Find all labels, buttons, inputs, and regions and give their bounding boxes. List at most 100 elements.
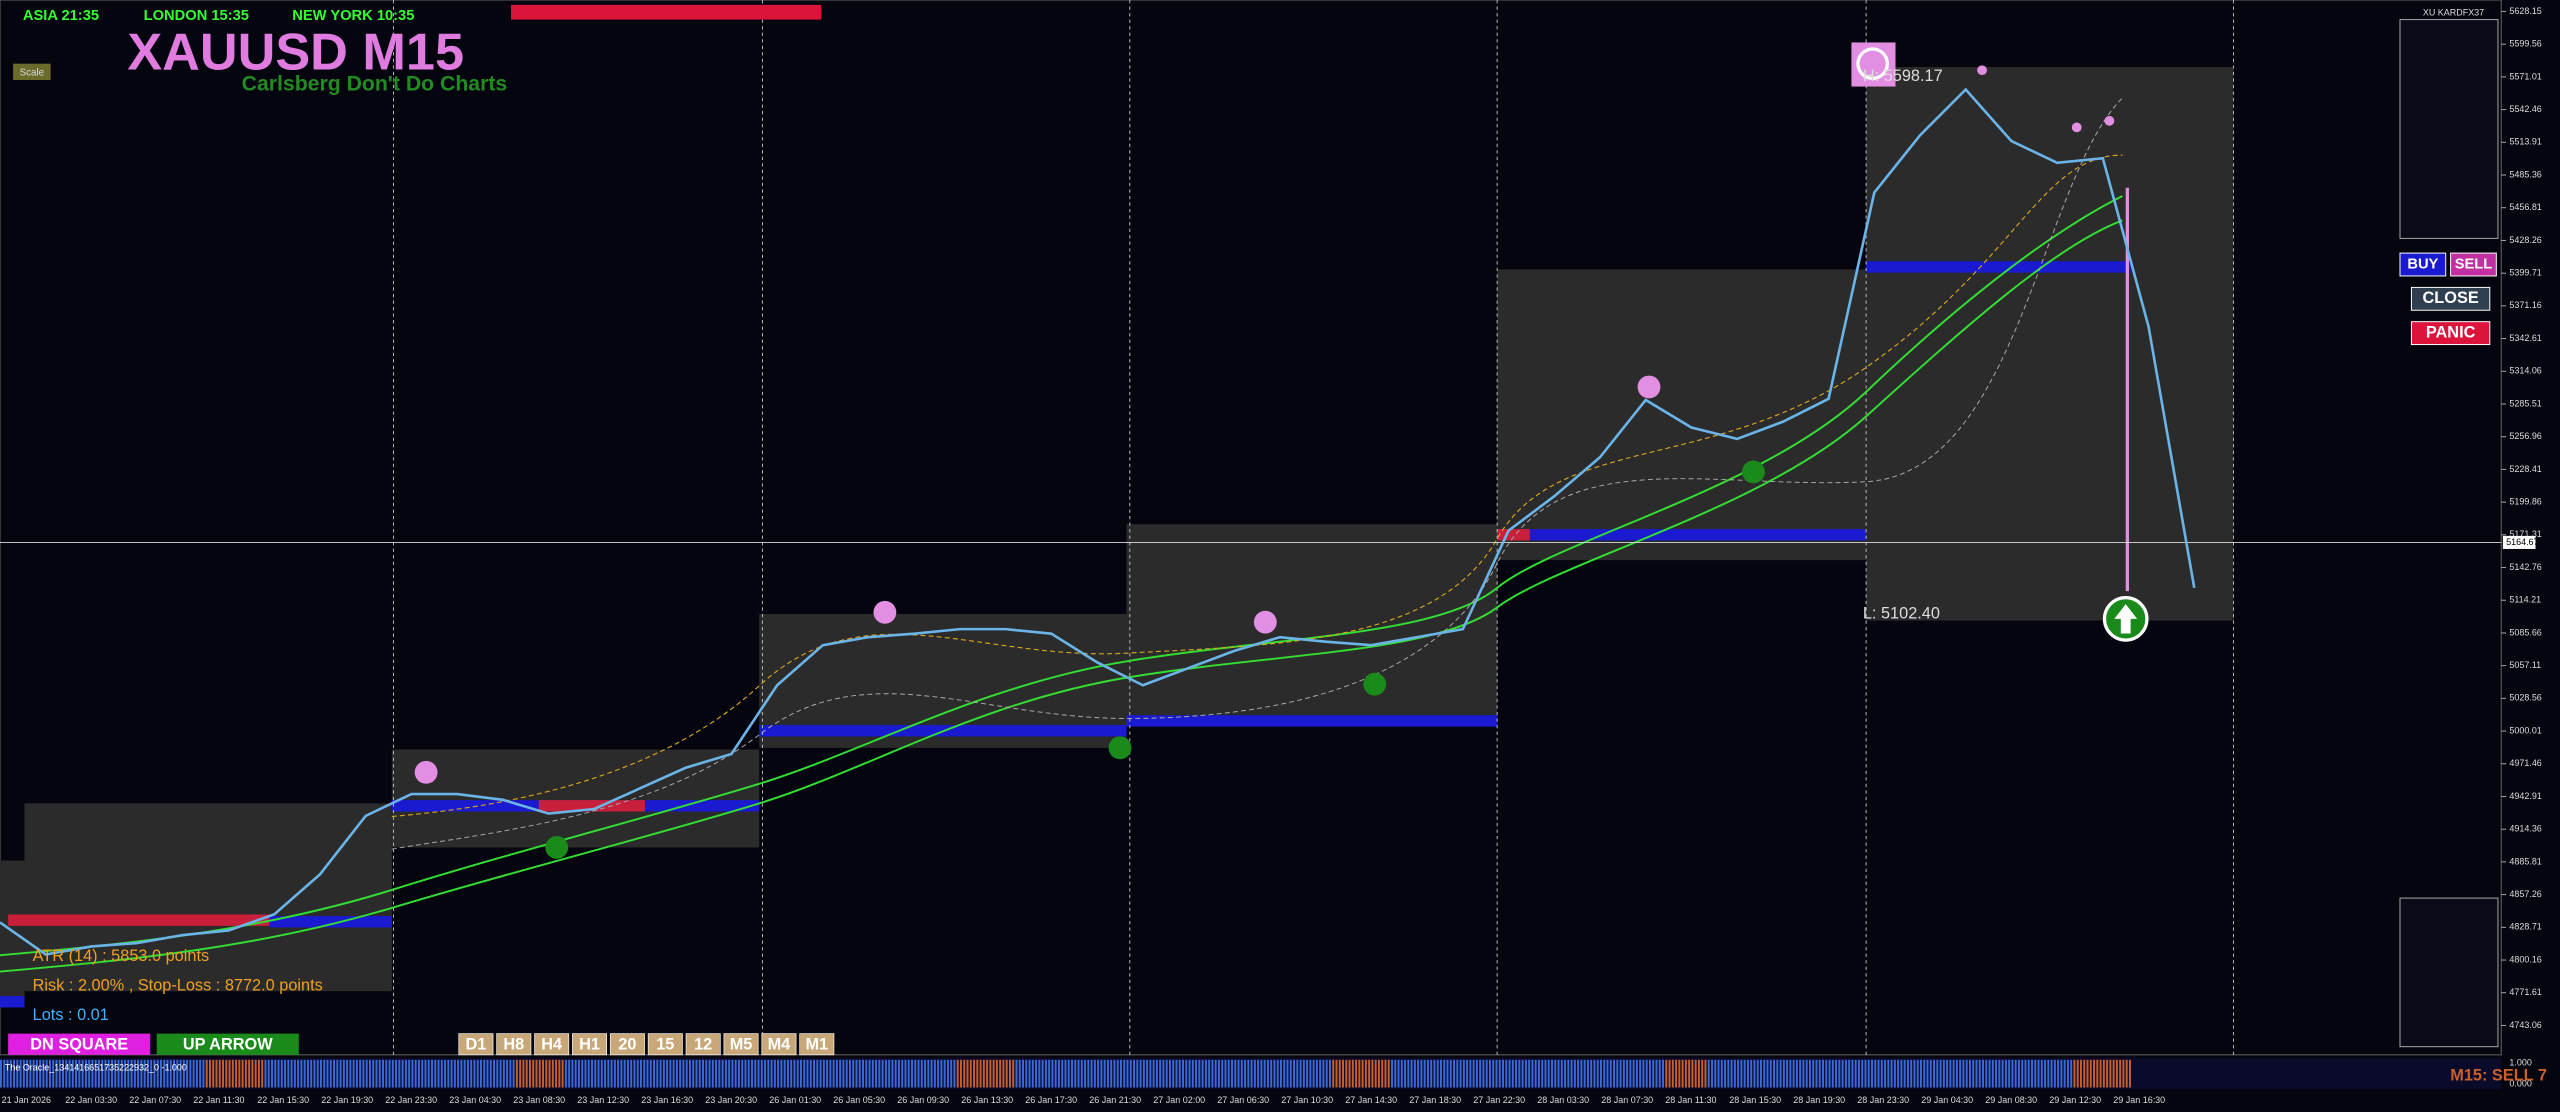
dn-square-button[interactable] <box>8 1033 151 1055</box>
oscillator-stripe <box>1035 1059 1038 1088</box>
spread-bar <box>511 4 822 20</box>
pink-marker <box>2104 115 2115 126</box>
timeframe-button[interactable] <box>534 1033 570 1056</box>
oscillator-stripe <box>1498 1059 1501 1088</box>
panic-button-label[interactable]: PANIC <box>2426 323 2476 341</box>
chart-subtitle: Carlsberg Don't Do Charts <box>242 73 508 96</box>
oscillator-stripe <box>1609 1059 1612 1088</box>
timeframe-button[interactable] <box>799 1033 835 1056</box>
panic-button[interactable] <box>2410 321 2491 346</box>
oscillator-stripe <box>1325 1059 1328 1088</box>
oscillator-stripe <box>679 1059 682 1088</box>
demand-zone <box>1866 261 2131 273</box>
scale-button[interactable] <box>13 63 51 81</box>
oscillator-stripe <box>1704 1059 1707 1088</box>
oscillator-stripe <box>117 1059 120 1088</box>
buy-button[interactable] <box>2399 252 2447 277</box>
oscillator-stripe <box>1064 1059 1067 1088</box>
timeframe-button[interactable] <box>496 1033 532 1056</box>
oscillator-stripe <box>431 1059 433 1088</box>
signal-label: M15: SELL 7 <box>2450 1066 2547 1084</box>
oscillator-stripe <box>783 1059 786 1088</box>
sell-button-label[interactable]: SELL <box>2455 256 2493 272</box>
dn-square-button-label[interactable]: DN SQUARE <box>30 1035 128 1053</box>
timeframe-button-label[interactable]: 12 <box>694 1035 712 1053</box>
timeframe-button[interactable] <box>458 1033 494 1056</box>
oscillator-stripe <box>293 1059 296 1088</box>
oscillator-stripe <box>884 1059 887 1088</box>
buy-button-label[interactable]: BUY <box>2407 256 2438 272</box>
oscillator-stripe <box>911 1059 913 1088</box>
up-arrow-button-label[interactable]: UP ARROW <box>183 1035 273 1053</box>
timeframe-button-label[interactable]: M1 <box>805 1035 828 1053</box>
timeframe-button[interactable] <box>572 1033 608 1056</box>
timeframe-button[interactable] <box>685 1033 721 1056</box>
timeframe-button-label[interactable]: H8 <box>503 1035 524 1053</box>
timeframe-button-label[interactable]: D1 <box>465 1035 486 1053</box>
oscillator-stripe <box>287 1059 290 1088</box>
scale-button-label[interactable]: Scale <box>20 67 44 78</box>
moving-average <box>0 195 2123 957</box>
timeframe-button[interactable] <box>723 1033 759 1056</box>
oscillator-stripe <box>42 1059 45 1088</box>
oscillator-stripe <box>1678 1059 1681 1088</box>
oscillator-stripe <box>310 1059 313 1088</box>
y-tick-label: 5371.16 <box>2509 300 2541 310</box>
oscillator-stripe <box>960 1059 962 1088</box>
oscillator-stripe <box>1067 1059 1070 1088</box>
x-tick-label: 28 Jan 23:30 <box>1857 1095 1909 1105</box>
oscillator-stripe <box>2027 1059 2030 1088</box>
oscillator-stripe <box>32 1059 35 1088</box>
oscillator-stripe <box>2089 1059 2092 1088</box>
timeframe-button-label[interactable]: H4 <box>541 1035 562 1053</box>
oscillator-stripe <box>721 1059 724 1088</box>
oscillator-stripe <box>924 1059 927 1088</box>
x-tick-label: 22 Jan 07:30 <box>129 1095 181 1105</box>
oscillator-stripe <box>395 1059 398 1088</box>
oscillator-stripe <box>1247 1059 1250 1088</box>
oscillator-stripe <box>584 1059 587 1088</box>
oscillator-stripe <box>1564 1059 1567 1088</box>
signal-markers <box>414 42 2149 859</box>
oscillator-stripe <box>1309 1059 1312 1088</box>
oscillator-stripe <box>1492 1059 1495 1088</box>
oscillator-stripe <box>166 1059 169 1088</box>
oscillator-stripe <box>160 1059 162 1088</box>
oscillator-stripe <box>349 1059 352 1088</box>
x-tick-label: 27 Jan 06:30 <box>1217 1095 1269 1105</box>
atr-info: ATR (14) : 5853.0 points <box>33 947 210 965</box>
oscillator-stripe <box>1361 1059 1364 1088</box>
timeframe-button-label[interactable]: 20 <box>618 1035 636 1053</box>
oscillator-stripe <box>737 1059 740 1088</box>
oscillator-stripe <box>1201 1059 1204 1088</box>
oscillator-stripe <box>421 1059 424 1088</box>
oscillator-stripe <box>1942 1059 1945 1088</box>
oscillator-stripe <box>1511 1059 1514 1088</box>
timeframe-button[interactable] <box>647 1033 683 1056</box>
timeframe-button-label[interactable]: M4 <box>768 1035 791 1053</box>
timeframe-button[interactable] <box>761 1033 797 1056</box>
oscillator-stripe <box>1041 1059 1044 1088</box>
close-button[interactable] <box>2410 286 2491 311</box>
oscillator-stripe <box>29 1059 32 1088</box>
oscillator-stripe <box>6 1059 9 1088</box>
oscillator-stripe <box>1280 1059 1282 1088</box>
oscillator-stripe <box>1312 1059 1315 1088</box>
timeframe-button[interactable] <box>609 1033 645 1056</box>
close-button-label[interactable]: CLOSE <box>2423 289 2479 307</box>
oscillator-stripe <box>114 1059 117 1088</box>
oscillator-stripe <box>574 1059 577 1088</box>
oscillator-stripe <box>1916 1059 1919 1088</box>
demand-zone <box>269 916 392 928</box>
dn-square-icon <box>1856 47 1889 81</box>
oscillator-stripe <box>2109 1059 2112 1088</box>
timeframe-button-label[interactable]: H1 <box>579 1035 600 1053</box>
y-tick-label: 5342.61 <box>2509 333 2541 343</box>
sell-button[interactable] <box>2450 252 2497 277</box>
oscillator-stripe <box>2080 1059 2082 1088</box>
timeframe-button-label[interactable]: M5 <box>730 1035 753 1053</box>
timeframe-button-label[interactable]: 15 <box>656 1035 674 1053</box>
oscillator-stripe <box>1152 1059 1155 1088</box>
up-arrow-button[interactable] <box>156 1033 299 1055</box>
oscillator-stripe <box>48 1059 51 1088</box>
